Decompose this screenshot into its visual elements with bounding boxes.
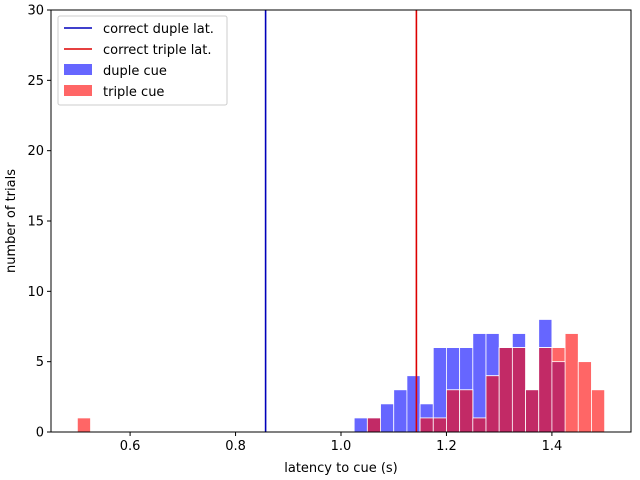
overlap-bar: [525, 389, 540, 433]
triple-cue-bar: [591, 389, 606, 433]
legend: correct duple lat. correct triple lat. d…: [57, 15, 228, 106]
y-axis-ticks: 0 5 10 15 20 25 30: [27, 4, 51, 441]
legend-box: [57, 15, 228, 106]
duple-cue-bar: [472, 333, 487, 433]
triple-cue-bars: [76, 333, 606, 433]
legend-swatch-triple-cue: [64, 85, 92, 96]
legend-label-duple-cue: duple cue: [103, 64, 167, 79]
overlap-bar: [551, 361, 566, 433]
overlap-bar: [485, 375, 500, 433]
overlap-bar: [366, 417, 381, 433]
reference-lines: [264, 10, 418, 432]
duple-cue-bar: [393, 389, 408, 433]
triple-cue-bar: [564, 333, 579, 433]
overlap-bar: [432, 417, 447, 433]
x-tick-label: 1.4: [542, 439, 563, 454]
overlap-bar: [538, 347, 553, 433]
x-tick-label: 0.6: [120, 439, 141, 454]
overlap-bar: [498, 347, 513, 433]
y-tick-label: 20: [27, 144, 44, 159]
y-axis-label: number of trials: [4, 169, 19, 273]
legend-label-triple-cue: triple cue: [103, 85, 164, 100]
x-tick-label: 1.0: [331, 439, 352, 454]
x-axis-label: latency to cue (s): [284, 461, 398, 476]
overlap-bar: [472, 417, 487, 433]
overlap-bar: [459, 389, 474, 433]
overlap-bar: [419, 417, 434, 433]
legend-swatch-duple-cue: [64, 64, 92, 75]
overlap-bar: [446, 389, 461, 433]
y-tick-label: 30: [27, 4, 44, 19]
triple-cue-bar: [76, 417, 91, 433]
x-tick-label: 0.8: [225, 439, 246, 454]
x-axis-ticks: 0.6 0.8 1.0 1.2 1.4: [120, 432, 563, 454]
duple-cue-bar: [380, 403, 395, 433]
legend-label-triple-line: correct triple lat.: [103, 43, 212, 58]
y-tick-label: 5: [36, 355, 44, 370]
duple-cue-bar: [353, 417, 368, 433]
y-tick-label: 15: [27, 215, 44, 230]
duple-cue-bar: [406, 375, 421, 433]
x-tick-label: 1.2: [436, 439, 457, 454]
y-tick-label: 0: [36, 426, 44, 441]
y-tick-label: 25: [27, 74, 44, 89]
triple-cue-bar: [577, 361, 592, 433]
legend-label-duple-line: correct duple lat.: [103, 22, 214, 37]
overlap-bar: [511, 347, 526, 433]
y-tick-label: 10: [27, 285, 44, 300]
